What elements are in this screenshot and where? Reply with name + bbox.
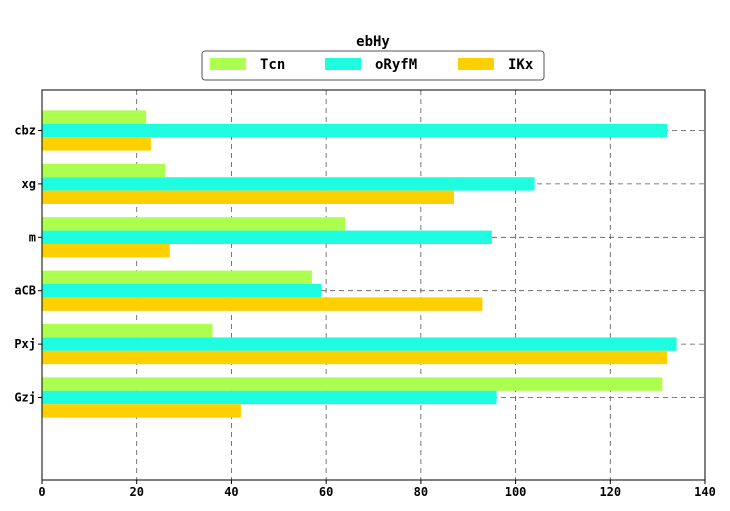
bars	[42, 110, 677, 418]
legend-label-IKx: IKx	[508, 57, 534, 73]
legend-label-oRyfM: oRyfM	[375, 57, 417, 73]
bar-oRyfM-aCB	[42, 284, 322, 298]
bar-Tcn-xg	[42, 163, 166, 178]
y-tick-label: Pxj	[14, 337, 36, 351]
legend: Tcn oRyfM IKx	[201, 50, 545, 81]
bar-oRyfM-Gzj	[42, 390, 497, 405]
x-tick-label: 20	[129, 485, 143, 499]
bar-IKx-xg	[42, 190, 455, 204]
bar-oRyfM-m	[42, 230, 492, 244]
chart-title: ebHy	[356, 34, 390, 50]
x-tick-label: 40	[224, 485, 238, 499]
plot-frame	[41, 89, 706, 481]
y-tick-label: aCB	[14, 284, 36, 298]
legend-swatch-Tcn	[210, 58, 246, 70]
bar-IKx-Pxj	[42, 350, 668, 365]
bar-oRyfM-cbz	[42, 123, 668, 138]
y-tick-label: Gzj	[14, 391, 36, 405]
x-tick-label: 120	[599, 485, 621, 499]
x-axis-ticks: 0 20 40 60 80 100 120 140	[38, 480, 716, 499]
bar-oRyfM-xg	[42, 177, 535, 191]
x-tick-label: 0	[38, 485, 45, 499]
bar-Tcn-m	[42, 217, 346, 231]
x-tick-label: 80	[414, 485, 428, 499]
x-tick-label: 60	[319, 485, 333, 499]
bar-Tcn-cbz	[42, 110, 147, 124]
bar-IKx-m	[42, 244, 170, 258]
y-axis-ticks: cbz xg m aCB Pxj Gzj	[14, 124, 42, 405]
y-tick-label: m	[29, 230, 36, 244]
x-tick-label: 100	[505, 485, 527, 499]
legend-swatch-IKx	[458, 58, 494, 70]
bar-IKx-aCB	[42, 297, 483, 311]
bar-Tcn-Pxj	[42, 324, 213, 338]
y-tick-label: cbz	[14, 124, 36, 138]
bar-oRyfM-Pxj	[42, 337, 677, 351]
bar-Tcn-Gzj	[42, 377, 663, 391]
legend-swatch-oRyfM	[325, 58, 361, 70]
x-tick-label: 140	[694, 485, 716, 499]
y-tick-label: xg	[22, 177, 36, 191]
legend-label-Tcn: Tcn	[260, 57, 285, 73]
bar-IKx-cbz	[42, 137, 151, 151]
bar-IKx-Gzj	[42, 404, 241, 418]
bar-Tcn-aCB	[42, 270, 312, 284]
